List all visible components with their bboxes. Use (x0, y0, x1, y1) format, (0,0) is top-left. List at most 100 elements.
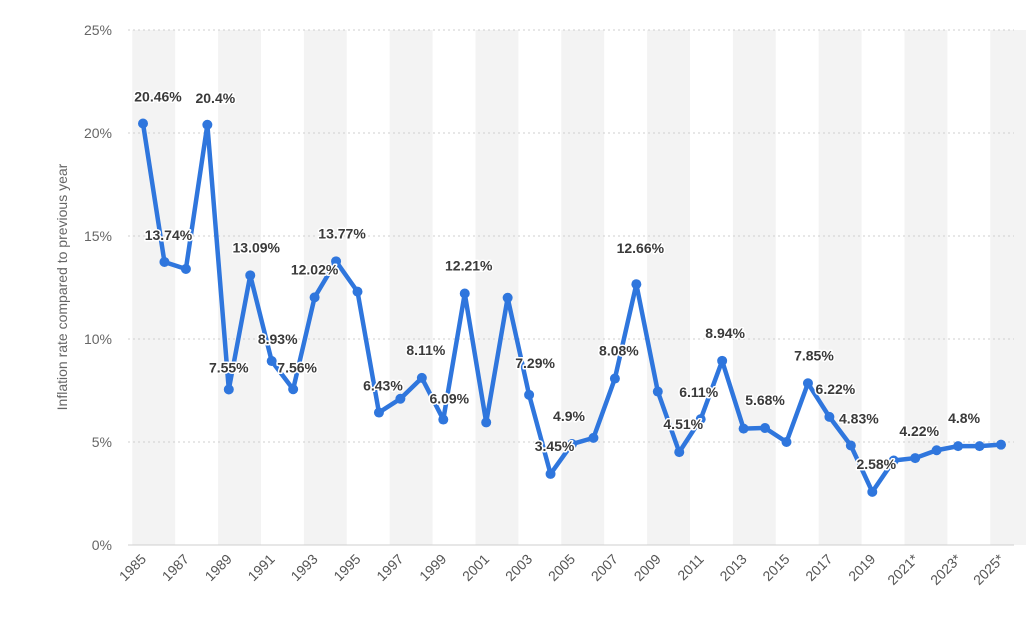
data-point (674, 447, 685, 458)
data-point (931, 445, 942, 456)
data-label: 4.22% (899, 423, 939, 439)
data-label: 6.09% (429, 391, 469, 407)
x-tick-label: 1999 (416, 551, 449, 584)
data-labels: 20.46% 13.74% 20.4% 7.55% 13.09% 8.93% 7.56% 12… (133, 87, 982, 473)
data-point (223, 384, 234, 395)
data-point (288, 384, 299, 395)
year-band (732, 30, 776, 545)
x-tick-label: 2023* (927, 550, 965, 588)
year-band (818, 30, 862, 545)
data-label: 12.21% (445, 257, 493, 273)
x-tick-label: 2003 (502, 551, 535, 584)
data-label: 13.74% (145, 227, 193, 243)
data-label: 7.55% (209, 359, 249, 375)
data-label: 4.51% (663, 416, 703, 432)
y-tick-label: 5% (92, 434, 112, 450)
x-tick-label: 2021* (884, 550, 922, 588)
data-label: 4.8% (948, 410, 980, 426)
y-axis-label: Inflation rate compared to previous year (54, 163, 70, 410)
series-points (138, 118, 1006, 497)
data-point (652, 386, 663, 397)
data-point (331, 256, 342, 267)
data-point (910, 453, 921, 464)
x-tick-label: 2013 (716, 551, 749, 584)
x-tick-label: 2015 (759, 551, 792, 584)
data-label: 6.11% (679, 384, 718, 400)
x-tick-label: 2017 (802, 551, 835, 584)
data-point (781, 437, 792, 447)
x-tick-label: 1991 (244, 551, 277, 584)
scrollbar[interactable] (1026, 0, 1034, 622)
data-point (974, 441, 985, 452)
data-point (824, 411, 835, 422)
x-tick-label: 1993 (287, 551, 320, 584)
data-point (245, 270, 256, 281)
data-label: 4.83% (839, 411, 879, 427)
data-point (524, 389, 535, 400)
data-label: 6.22% (816, 381, 856, 397)
y-tick-label: 10% (84, 331, 112, 347)
data-point (352, 286, 363, 297)
x-tick-label: 1985 (116, 551, 149, 584)
x-tick-label: 2025* (970, 550, 1008, 588)
data-point (609, 373, 620, 384)
data-point (202, 119, 213, 130)
x-tick-label: 1995 (330, 551, 363, 584)
data-point (180, 263, 191, 274)
year-band (475, 30, 519, 545)
data-label: 8.93% (258, 331, 298, 347)
data-label: 2.58% (856, 456, 896, 472)
x-tick-label: 2005 (545, 551, 578, 584)
data-point (459, 288, 470, 299)
y-tick-label: 20% (84, 125, 112, 141)
data-point (845, 440, 856, 451)
x-tick-label: 2019 (845, 551, 878, 584)
data-point (631, 279, 642, 290)
data-point (309, 292, 320, 303)
data-label: 7.29% (515, 355, 555, 371)
y-tick-label: 0% (92, 537, 112, 553)
year-band (303, 30, 347, 545)
y-tick-label: 25% (84, 22, 112, 38)
gridlines (128, 29, 1014, 546)
y-tick-label: 15% (84, 228, 112, 244)
data-label: 12.66% (617, 240, 665, 256)
data-point (867, 486, 878, 497)
data-point (502, 292, 513, 303)
data-label: 20.46% (134, 89, 182, 105)
data-point (266, 356, 277, 367)
year-band (561, 30, 605, 545)
data-point (695, 414, 706, 425)
data-label: 13.77% (318, 225, 366, 241)
data-point (545, 468, 556, 479)
alternating-year-bands (132, 30, 1034, 545)
data-point (138, 118, 148, 129)
data-point (395, 393, 406, 404)
data-point (717, 355, 728, 366)
x-tick-label: 2011 (674, 551, 707, 584)
year-band (904, 30, 948, 545)
data-point (416, 372, 427, 383)
data-label: 12.02% (291, 261, 339, 277)
data-point (953, 441, 964, 452)
data-point (438, 414, 449, 425)
data-label: 8.94% (705, 325, 745, 341)
data-point (588, 432, 599, 443)
data-label: 7.56% (277, 359, 317, 375)
data-label: 13.09% (233, 239, 281, 255)
year-band (647, 30, 690, 545)
data-label: 5.68% (745, 392, 785, 408)
data-point (567, 439, 577, 450)
data-point (802, 378, 813, 389)
data-point (760, 422, 771, 433)
x-tick-label: 1989 (202, 551, 235, 584)
data-point (481, 417, 492, 428)
x-tick-label: 1987 (159, 551, 192, 584)
year-band (132, 30, 176, 545)
data-point (373, 407, 384, 418)
data-point (159, 256, 170, 267)
data-label: 20.4% (195, 90, 235, 106)
x-tick-label: 2001 (459, 551, 492, 584)
data-label: 6.43% (363, 378, 403, 394)
